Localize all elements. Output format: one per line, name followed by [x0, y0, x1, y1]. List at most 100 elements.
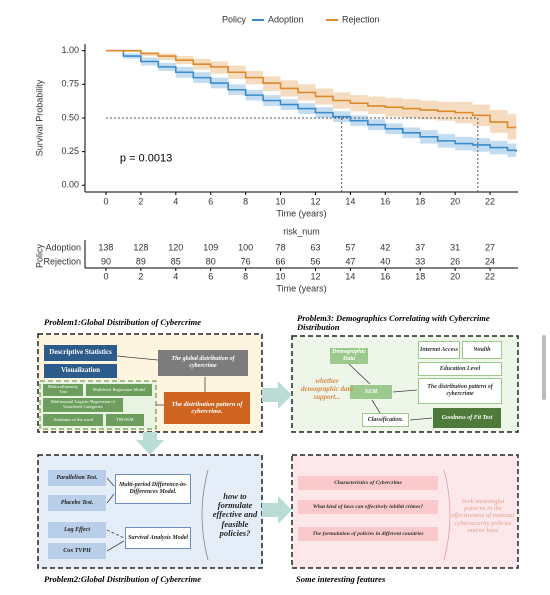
risk-count: 31	[450, 242, 460, 252]
risk-count: 24	[485, 256, 495, 266]
node: The formulation of policies in different…	[298, 527, 438, 541]
node: Parallelism Test.	[48, 470, 106, 486]
note: whether demographic data support...	[301, 377, 353, 401]
risk-xlabel: Time (years)	[276, 283, 326, 293]
node: Internet Access	[418, 341, 460, 359]
node: Attributes of the word	[43, 414, 103, 426]
node: Multinomial Logistic Regression of Unord…	[43, 398, 123, 412]
x-tick-label: 22	[485, 196, 495, 206]
inner-arrows	[106, 355, 451, 561]
node: Goodness of Fit Test	[433, 408, 501, 428]
risk-tick-label: 2	[138, 271, 143, 281]
x-tick-label: 8	[243, 196, 248, 206]
node: Education Level	[418, 362, 502, 376]
risk-tick-label: 6	[208, 271, 213, 281]
node: SEM	[350, 385, 392, 399]
node: Visualization	[44, 364, 117, 378]
survival-curve	[105, 49, 517, 129]
node: Placebo Test.	[48, 495, 106, 511]
y-tick-label: 0.25	[61, 146, 79, 156]
node: Descriptive Statistics	[44, 345, 117, 361]
y-tick-label: 0.50	[61, 112, 79, 122]
risk-tick-label: 0	[103, 271, 108, 281]
node: Attributes of the word	[43, 414, 103, 426]
x-tick-label: 20	[450, 196, 460, 206]
connector	[106, 493, 115, 504]
x-tick-label: 10	[276, 196, 286, 206]
brace	[443, 469, 451, 561]
x-axis-title: Time (years)	[276, 208, 326, 218]
node: What kind of laws can effectively inhibi…	[298, 500, 438, 514]
node: Wealth	[462, 341, 502, 359]
note: Seek meaningful patterns in the effectiv…	[451, 498, 515, 534]
node: Survival Analysis Model	[125, 527, 191, 549]
scrollbar[interactable]	[542, 335, 546, 400]
node: The global distribution of cybercrime	[158, 350, 248, 376]
node: Multicollinearity Test	[43, 384, 83, 396]
node: Cox TVPH	[48, 543, 106, 559]
node: Demographic Data	[330, 348, 368, 364]
node: Characteristics of Cybercrime	[298, 476, 438, 490]
x-tick-label: 0	[103, 196, 108, 206]
node: Survival Analysis Model	[125, 527, 191, 549]
risk-count: 78	[276, 242, 286, 252]
panel-title: Problem3: Demographics Correlating with …	[297, 312, 490, 332]
risk-count: 66	[276, 256, 286, 266]
legend-label: Rejection	[342, 14, 380, 24]
connector	[392, 389, 418, 393]
note: how to formulate effective and feasible …	[213, 491, 257, 538]
node: Multilevel Regression Model	[86, 384, 152, 396]
risk-count: 40	[380, 256, 390, 266]
node: Goodness of Fit Test	[433, 408, 501, 428]
node: Multi-period Difference-in-Differences M…	[115, 474, 191, 504]
node: The distribution pattern of cybercrime	[418, 378, 502, 404]
risk-tick-label: 4	[173, 271, 178, 281]
node: Demographic Data	[330, 348, 368, 364]
node: TBOWM	[106, 414, 144, 426]
y-tick-label: 0.00	[61, 180, 79, 190]
node: Visualization	[44, 364, 117, 378]
flow-arrows	[136, 381, 292, 524]
x-tick-label: 2	[138, 196, 143, 206]
node: Education Level	[418, 362, 502, 376]
x-tick-label: 14	[345, 196, 355, 206]
arrow	[262, 381, 292, 409]
connector	[116, 355, 159, 361]
node: Classification.	[362, 413, 409, 427]
node: Lag Effect	[48, 522, 106, 538]
risk-count: 56	[310, 256, 320, 266]
note: Seek meaningful patterns in the effectiv…	[451, 498, 515, 534]
risk-count: 90	[101, 256, 111, 266]
node: Lag Effect	[48, 522, 106, 538]
risk-count: 120	[168, 242, 183, 252]
arrow	[262, 496, 292, 524]
risk-tick-label: 16	[380, 271, 390, 281]
node: Multilevel Regression Model	[86, 384, 152, 396]
node: Placebo Test.	[48, 495, 106, 511]
node: The distribution pattern of cybercrime.	[164, 392, 250, 424]
x-tick-label: 4	[173, 196, 178, 206]
x-tick-label: 12	[310, 196, 320, 206]
node: The global distribution of cybercrime	[158, 350, 248, 376]
panel-title: Problem2:Global Distribution of Cybercri…	[44, 574, 201, 584]
x-tick-label: 18	[415, 196, 425, 206]
y-axis-title: Survival Probability	[34, 79, 44, 156]
node: Multicollinearity Test	[43, 384, 83, 396]
node: Cox TVPH	[48, 543, 106, 559]
node: Internet Access	[418, 341, 460, 359]
node: TBOWM	[106, 414, 144, 426]
risk-count: 80	[206, 256, 216, 266]
y-tick-label: 1.00	[61, 45, 79, 55]
node: Wealth	[462, 341, 502, 359]
legend-label: Adoption	[268, 14, 304, 24]
risk-tick-label: 22	[485, 271, 495, 281]
panel-title: Problem3: Demographics Correlating with …	[297, 312, 490, 332]
p-value: p = 0.0013	[120, 152, 172, 164]
risk-count: 37	[415, 242, 425, 252]
panel-title: Problem1:Global Distribution of Cybercri…	[44, 317, 201, 327]
node: SEM	[350, 385, 392, 399]
connector	[106, 529, 125, 539]
connector	[106, 540, 125, 552]
risk-count: 27	[485, 242, 495, 252]
